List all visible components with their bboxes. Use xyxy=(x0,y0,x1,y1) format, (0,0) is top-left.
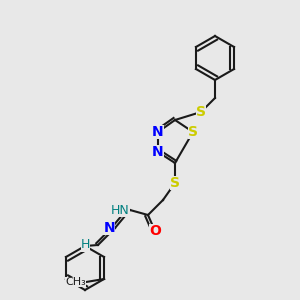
Text: S: S xyxy=(188,125,198,139)
Text: N: N xyxy=(152,145,164,159)
Text: CH₃: CH₃ xyxy=(65,277,86,287)
Text: S: S xyxy=(170,176,180,190)
Text: N: N xyxy=(152,125,164,139)
Text: H: H xyxy=(81,238,90,251)
Text: N: N xyxy=(103,221,115,235)
Text: O: O xyxy=(149,224,161,238)
Text: HN: HN xyxy=(111,203,130,217)
Text: S: S xyxy=(196,105,206,119)
